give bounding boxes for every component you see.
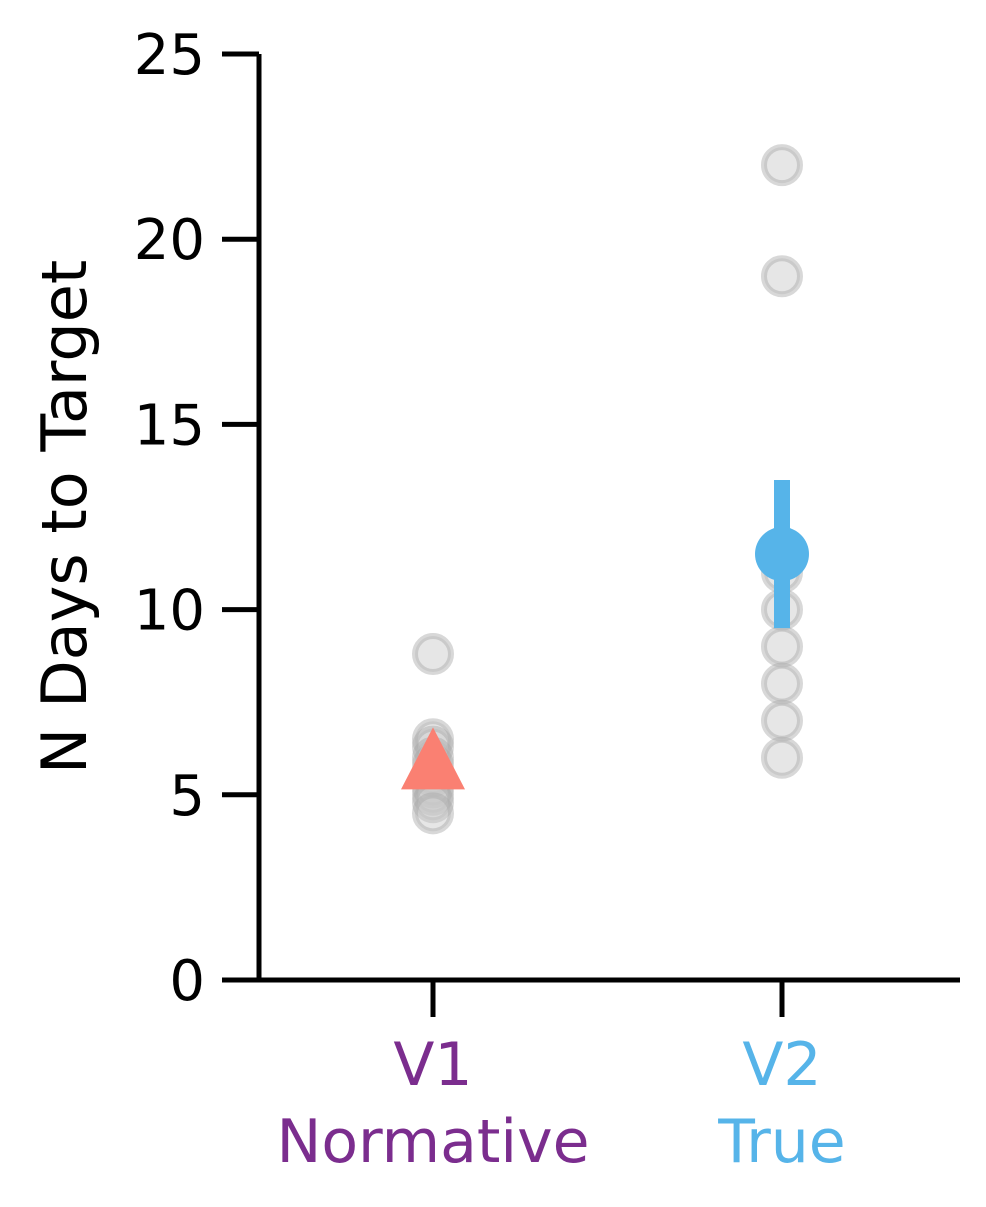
- x-tick-label: V2: [742, 1030, 821, 1100]
- individual-point: [761, 736, 803, 779]
- mean-marker: [401, 727, 465, 790]
- x-tick-label: V1: [393, 1030, 472, 1100]
- individual-point: [761, 255, 803, 298]
- individual-point: [761, 625, 803, 668]
- axes: [256, 54, 960, 983]
- individual-points: [412, 144, 803, 835]
- y-tick-label: 10: [134, 579, 205, 644]
- x-tick-sublabel: Normative: [276, 1107, 589, 1177]
- individual-point: [761, 144, 803, 187]
- individual-point: [761, 699, 803, 742]
- y-tick-label: 15: [134, 393, 205, 458]
- y-axis-label: N Days to Target: [28, 260, 101, 774]
- x-tick-sublabel: True: [717, 1107, 845, 1177]
- mean-marker: [755, 527, 809, 582]
- summary-markers: [401, 479, 809, 790]
- individual-point: [412, 633, 454, 676]
- y-tick-label: 5: [169, 764, 205, 829]
- y-ticks: 0 5 10 15 20 25: [134, 23, 259, 1014]
- individual-point: [761, 662, 803, 705]
- y-tick-label: 25: [134, 23, 205, 88]
- individual-point: [412, 792, 454, 835]
- y-tick-label: 0: [169, 949, 205, 1014]
- y-tick-label: 20: [134, 208, 205, 273]
